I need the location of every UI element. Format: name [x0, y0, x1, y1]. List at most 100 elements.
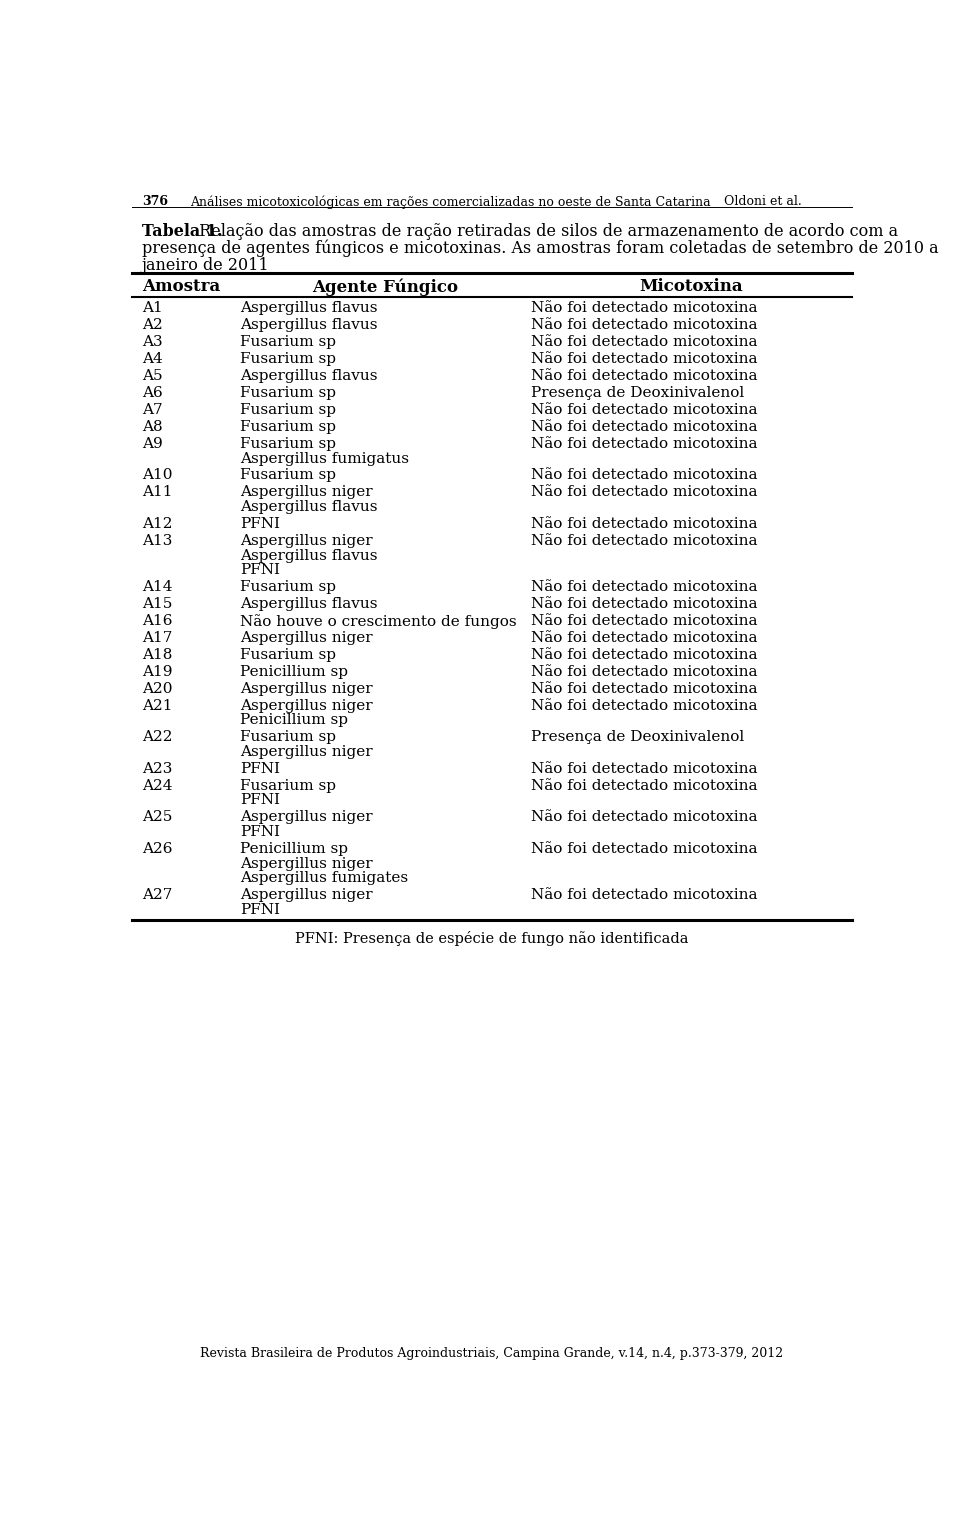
Text: A23: A23: [142, 762, 172, 776]
Text: Aspergillus flavus: Aspergillus flavus: [240, 598, 377, 611]
Text: Micotoxina: Micotoxina: [639, 278, 743, 295]
Text: A10: A10: [142, 468, 172, 482]
Text: Não foi detectado micotoxina: Não foi detectado micotoxina: [531, 301, 757, 315]
Text: Não foi detectado micotoxina: Não foi detectado micotoxina: [531, 842, 757, 856]
Text: Penicillium sp: Penicillium sp: [240, 713, 348, 728]
Text: Presença de Deoxinivalenol: Presença de Deoxinivalenol: [531, 730, 744, 745]
Text: Não foi detectado micotoxina: Não foi detectado micotoxina: [531, 518, 757, 531]
Text: A26: A26: [142, 842, 172, 856]
Text: Agente Fúngico: Agente Fúngico: [312, 278, 459, 296]
Text: Aspergillus niger: Aspergillus niger: [240, 888, 372, 902]
Text: Oldoni et al.: Oldoni et al.: [725, 195, 803, 207]
Text: Fusarium sp: Fusarium sp: [240, 419, 336, 435]
Text: Não foi detectado micotoxina: Não foi detectado micotoxina: [531, 485, 757, 499]
Text: A4: A4: [142, 352, 162, 366]
Text: Não foi detectado micotoxina: Não foi detectado micotoxina: [531, 811, 757, 825]
Text: PFNI: PFNI: [240, 564, 280, 578]
Text: A8: A8: [142, 419, 162, 435]
Text: Não foi detectado micotoxina: Não foi detectado micotoxina: [531, 762, 757, 776]
Text: janeiro de 2011: janeiro de 2011: [142, 257, 270, 273]
Text: Aspergillus niger: Aspergillus niger: [240, 857, 372, 871]
Text: Não foi detectado micotoxina: Não foi detectado micotoxina: [531, 419, 757, 435]
Text: Não foi detectado micotoxina: Não foi detectado micotoxina: [531, 352, 757, 366]
Text: Aspergillus niger: Aspergillus niger: [240, 811, 372, 825]
Text: A17: A17: [142, 631, 172, 645]
Text: A18: A18: [142, 648, 172, 662]
Text: Não foi detectado micotoxina: Não foi detectado micotoxina: [531, 535, 757, 548]
Text: Análises micotoxicológicas em rações comercializadas no oeste de Santa Catarina: Análises micotoxicológicas em rações com…: [190, 195, 710, 209]
Text: Fusarium sp: Fusarium sp: [240, 648, 336, 662]
Text: A11: A11: [142, 485, 172, 499]
Text: A12: A12: [142, 518, 172, 531]
Text: Não foi detectado micotoxina: Não foi detectado micotoxina: [531, 369, 757, 382]
Text: Não foi detectado micotoxina: Não foi detectado micotoxina: [531, 648, 757, 662]
Text: A1: A1: [142, 301, 162, 315]
Text: Fusarium sp: Fusarium sp: [240, 335, 336, 349]
Text: PFNI: PFNI: [240, 762, 280, 776]
Text: A20: A20: [142, 682, 172, 696]
Text: Não foi detectado micotoxina: Não foi detectado micotoxina: [531, 402, 757, 416]
Text: Aspergillus niger: Aspergillus niger: [240, 631, 372, 645]
Text: Aspergillus flavus: Aspergillus flavus: [240, 501, 377, 515]
Text: PFNI: PFNI: [240, 903, 280, 917]
Text: A27: A27: [142, 888, 172, 902]
Text: A16: A16: [142, 614, 172, 628]
Text: Não foi detectado micotoxina: Não foi detectado micotoxina: [531, 318, 757, 332]
Text: Não foi detectado micotoxina: Não foi detectado micotoxina: [531, 614, 757, 628]
Text: Aspergillus flavus: Aspergillus flavus: [240, 369, 377, 382]
Text: Aspergillus flavus: Aspergillus flavus: [240, 548, 377, 562]
Text: Não foi detectado micotoxina: Não foi detectado micotoxina: [531, 665, 757, 679]
Text: Aspergillus niger: Aspergillus niger: [240, 535, 372, 548]
Text: A5: A5: [142, 369, 162, 382]
Text: Não foi detectado micotoxina: Não foi detectado micotoxina: [531, 888, 757, 902]
Text: A24: A24: [142, 779, 172, 793]
Text: Não foi detectado micotoxina: Não foi detectado micotoxina: [531, 581, 757, 594]
Text: PFNI: Presença de espécie de fungo não identificada: PFNI: Presença de espécie de fungo não i…: [296, 931, 688, 946]
Text: Não foi detectado micotoxina: Não foi detectado micotoxina: [531, 779, 757, 793]
Text: presença de agentes fúngicos e micotoxinas. As amostras foram coletadas de setem: presença de agentes fúngicos e micotoxin…: [142, 240, 938, 257]
Text: Não foi detectado micotoxina: Não foi detectado micotoxina: [531, 699, 757, 713]
Text: 376: 376: [142, 195, 168, 207]
Text: Aspergillus niger: Aspergillus niger: [240, 682, 372, 696]
Text: A7: A7: [142, 402, 162, 416]
Text: Aspergillus flavus: Aspergillus flavus: [240, 301, 377, 315]
Text: Aspergillus fumigates: Aspergillus fumigates: [240, 871, 408, 885]
Text: Não foi detectado micotoxina: Não foi detectado micotoxina: [531, 436, 757, 452]
Text: Relação das amostras de ração retiradas de silos de armazenamento de acordo com : Relação das amostras de ração retiradas …: [194, 223, 899, 240]
Text: A22: A22: [142, 730, 172, 745]
Text: Aspergillus niger: Aspergillus niger: [240, 745, 372, 759]
Text: Fusarium sp: Fusarium sp: [240, 352, 336, 366]
Text: A13: A13: [142, 535, 172, 548]
Text: A21: A21: [142, 699, 172, 713]
Text: Presença de Deoxinivalenol: Presença de Deoxinivalenol: [531, 386, 744, 399]
Text: Aspergillus niger: Aspergillus niger: [240, 699, 372, 713]
Text: Não foi detectado micotoxina: Não foi detectado micotoxina: [531, 468, 757, 482]
Text: Fusarium sp: Fusarium sp: [240, 402, 336, 416]
Text: Não foi detectado micotoxina: Não foi detectado micotoxina: [531, 631, 757, 645]
Text: Não foi detectado micotoxina: Não foi detectado micotoxina: [531, 682, 757, 696]
Text: Penicillium sp: Penicillium sp: [240, 665, 348, 679]
Text: Revista Brasileira de Produtos Agroindustriais, Campina Grande, v.14, n.4, p.373: Revista Brasileira de Produtos Agroindus…: [201, 1347, 783, 1359]
Text: Fusarium sp: Fusarium sp: [240, 581, 336, 594]
Text: Fusarium sp: Fusarium sp: [240, 468, 336, 482]
Text: Aspergillus niger: Aspergillus niger: [240, 485, 372, 499]
Text: PFNI: PFNI: [240, 518, 280, 531]
Text: A14: A14: [142, 581, 172, 594]
Text: Fusarium sp: Fusarium sp: [240, 436, 336, 452]
Text: A25: A25: [142, 811, 172, 825]
Text: Não foi detectado micotoxina: Não foi detectado micotoxina: [531, 598, 757, 611]
Text: Fusarium sp: Fusarium sp: [240, 730, 336, 745]
Text: Não foi detectado micotoxina: Não foi detectado micotoxina: [531, 335, 757, 349]
Text: A3: A3: [142, 335, 162, 349]
Text: Aspergillus fumigatus: Aspergillus fumigatus: [240, 452, 409, 465]
Text: A9: A9: [142, 436, 162, 452]
Text: PFNI: PFNI: [240, 794, 280, 808]
Text: A2: A2: [142, 318, 162, 332]
Text: A6: A6: [142, 386, 162, 399]
Text: Não houve o crescimento de fungos: Não houve o crescimento de fungos: [240, 614, 516, 628]
Text: Amostra: Amostra: [142, 278, 220, 295]
Text: Penicillium sp: Penicillium sp: [240, 842, 348, 856]
Text: PFNI: PFNI: [240, 825, 280, 839]
Text: Fusarium sp: Fusarium sp: [240, 386, 336, 399]
Text: A19: A19: [142, 665, 172, 679]
